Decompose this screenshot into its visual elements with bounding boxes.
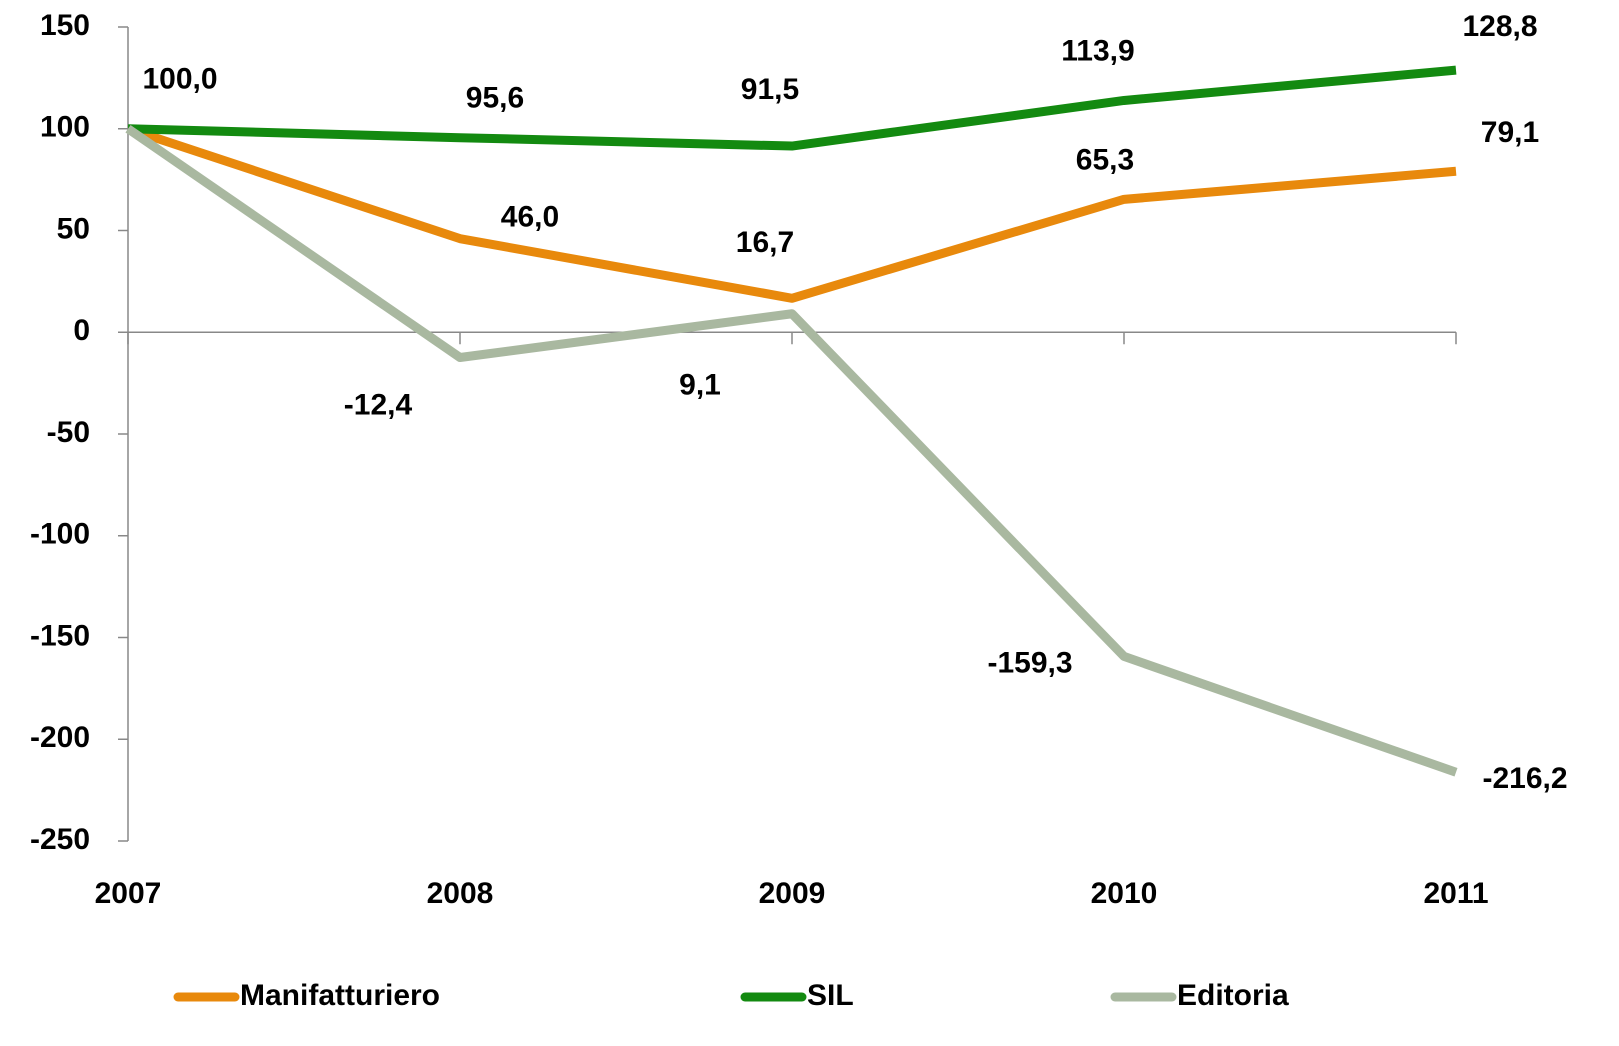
data-label: 113,9	[1061, 34, 1134, 67]
legend-label: SIL	[807, 979, 854, 1012]
y-tick-label: -100	[30, 518, 90, 551]
y-tick-label: -200	[30, 721, 90, 754]
x-tick-label: 2009	[759, 877, 826, 910]
y-tick-label: -250	[30, 823, 90, 856]
data-label: 46,0	[501, 201, 559, 234]
y-tick-label: 50	[57, 212, 90, 245]
data-label: 9,1	[679, 369, 721, 402]
legend-label: Editoria	[1177, 979, 1289, 1012]
data-label: 16,7	[736, 226, 794, 259]
x-tick-label: 2011	[1423, 877, 1488, 910]
legend-label: Manifatturiero	[240, 979, 440, 1012]
y-tick-label: -150	[30, 619, 90, 652]
series-line	[125, 125, 1458, 777]
series-line	[127, 65, 1457, 151]
y-tick-label: 0	[73, 314, 90, 347]
data-label: 100,0	[142, 63, 217, 96]
y-tick-label: 100	[40, 111, 90, 144]
data-label: 91,5	[741, 73, 799, 106]
series-line	[126, 124, 1457, 303]
data-label: 128,8	[1462, 10, 1537, 43]
data-label: 95,6	[466, 82, 524, 115]
x-tick-label: 2008	[427, 877, 494, 910]
x-tick-label: 2010	[1091, 877, 1158, 910]
data-label: -216,2	[1482, 762, 1567, 795]
data-label: -12,4	[344, 388, 413, 421]
data-label: -159,3	[987, 646, 1072, 679]
x-tick-label: 2007	[95, 877, 162, 910]
data-label: 65,3	[1076, 143, 1134, 176]
data-label: 79,1	[1481, 116, 1539, 149]
y-tick-label: -50	[47, 416, 90, 449]
y-tick-label: 150	[40, 9, 90, 42]
